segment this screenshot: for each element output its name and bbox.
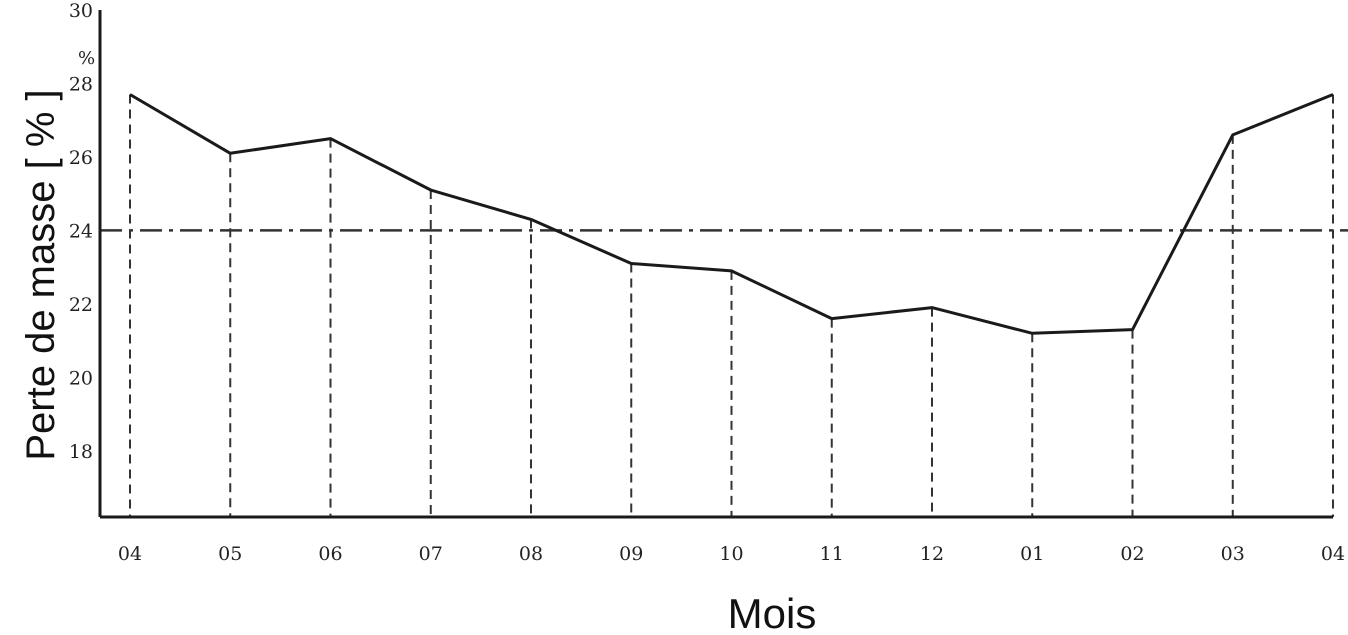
series-line: [129, 93, 1334, 335]
y-unit-label: %: [78, 48, 95, 69]
x-tick-label: 10: [719, 543, 743, 565]
y-tick-label: 24: [69, 220, 93, 242]
x-tick-label: 04: [1321, 543, 1345, 565]
y-tick-labels: 18 20 22 24 26 28 30: [69, 0, 93, 463]
x-tick-label: 07: [419, 543, 443, 565]
x-tick-label: 11: [820, 543, 844, 565]
x-tick-label: 04: [118, 543, 142, 565]
drop-lines: [129, 94, 1334, 517]
x-axis-title: Mois: [728, 590, 817, 635]
y-tick-label: 26: [69, 147, 93, 169]
x-tick-label: 01: [1020, 543, 1044, 565]
y-tick-label: 30: [69, 0, 93, 22]
x-tick-label: 05: [218, 543, 242, 565]
y-tick-label: 28: [69, 73, 93, 95]
y-tick-label: 18: [69, 441, 93, 463]
x-tick-label: 03: [1221, 543, 1245, 565]
x-tick-label: 09: [619, 543, 643, 565]
y-axis-title: Perte de masse [ % ]: [19, 89, 63, 460]
y-tick-label: 20: [69, 367, 93, 389]
y-tick-label: 22: [69, 294, 93, 316]
x-tick-label: 12: [920, 543, 944, 565]
x-tick-label: 06: [318, 543, 342, 565]
x-tick-label: 08: [519, 543, 543, 565]
x-tick-label: 02: [1120, 543, 1144, 565]
x-tick-labels: 04 05 06 07 08 09 10 11 12 01 02 03 04: [118, 543, 1345, 565]
